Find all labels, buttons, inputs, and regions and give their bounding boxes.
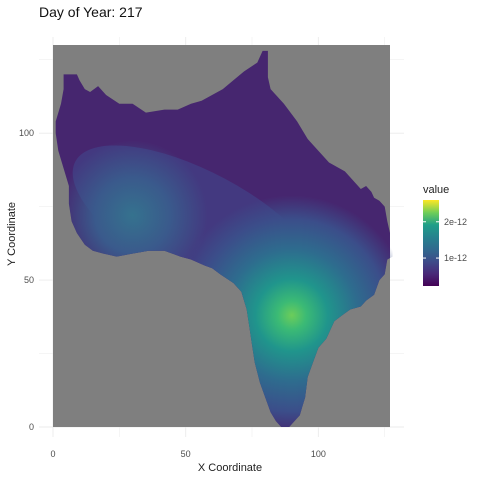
chart-title: Day of Year: 217 [39, 4, 143, 20]
x-axis-ticks: 0 50 100 [50, 449, 325, 459]
x-tick-label: 0 [50, 449, 55, 459]
y-axis-label: Y Coordinate [6, 202, 18, 267]
colorbar-ticks: 1e-12 2e-12 [423, 217, 467, 263]
x-tick-label: 100 [311, 449, 326, 459]
colorbar: 1e-12 2e-12 [423, 200, 467, 286]
x-axis-label: X Coordinate [197, 462, 263, 474]
y-tick-label: 0 [29, 422, 34, 432]
legend-title: value [423, 184, 450, 196]
x-tick-label: 50 [181, 449, 191, 459]
colorbar-label: 1e-12 [444, 253, 467, 263]
y-tick-label: 100 [19, 128, 34, 138]
colorbar-label: 2e-12 [444, 217, 467, 227]
colorbar-fill [423, 200, 439, 286]
y-axis-ticks: 0 50 100 [19, 128, 34, 432]
y-tick-label: 50 [24, 275, 34, 285]
